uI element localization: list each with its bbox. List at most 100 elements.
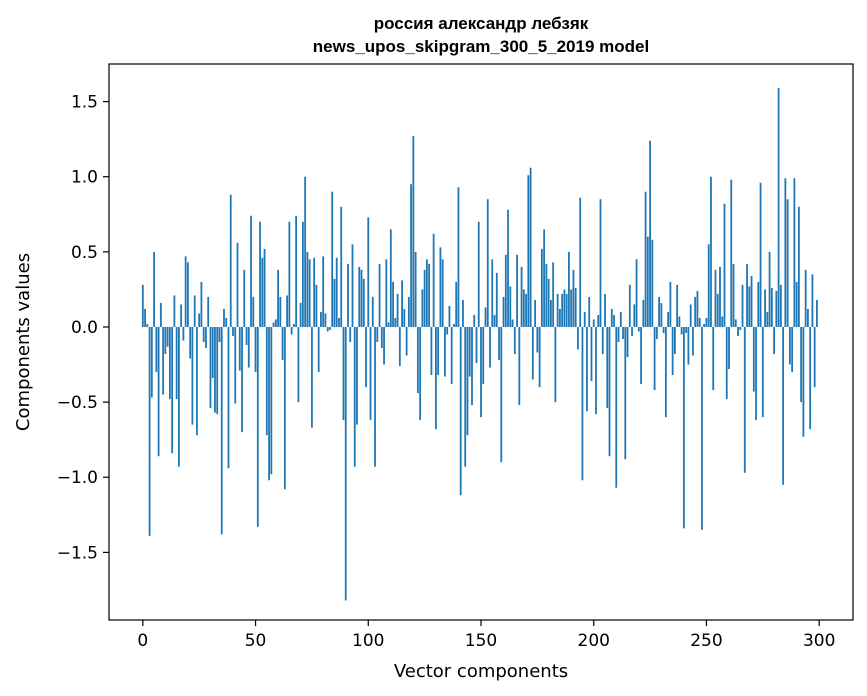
bar: [592, 319, 595, 327]
x-tick-label: 150: [465, 631, 497, 651]
bar: [500, 326, 503, 463]
bar: [775, 290, 778, 327]
bar: [773, 326, 775, 355]
bar: [730, 179, 733, 327]
bar: [572, 269, 575, 327]
bar: [811, 274, 814, 327]
bar: [155, 326, 158, 373]
bar: [423, 269, 426, 327]
bar: [412, 136, 415, 327]
bar: [416, 326, 419, 394]
bar: [369, 326, 372, 421]
bar: [703, 323, 706, 327]
bar: [331, 191, 334, 327]
bar: [525, 293, 527, 327]
bar: [414, 251, 417, 327]
bar: [344, 326, 347, 601]
bar: [234, 326, 237, 404]
bar: [667, 311, 670, 327]
bar: [252, 296, 255, 327]
bar: [653, 326, 656, 391]
bar: [531, 326, 534, 380]
bar: [374, 326, 376, 467]
bar: [288, 221, 291, 327]
bar: [263, 248, 266, 327]
bar: [358, 266, 361, 327]
bar: [511, 319, 514, 327]
bar: [493, 314, 496, 327]
bar: [333, 278, 336, 327]
bar: [782, 326, 785, 485]
bar: [561, 293, 564, 327]
bar: [637, 326, 640, 332]
bar: [608, 326, 611, 457]
bar: [795, 281, 798, 327]
bar: [277, 269, 279, 327]
bar: [432, 233, 435, 327]
bar: [642, 299, 645, 327]
bar: [256, 326, 259, 527]
bar: [245, 326, 248, 345]
bar: [741, 284, 744, 327]
bar: [459, 326, 462, 496]
bar: [586, 326, 588, 412]
bar: [802, 326, 805, 437]
bar: [349, 326, 352, 342]
bar: [534, 299, 537, 327]
bar: [473, 314, 476, 327]
bar: [261, 257, 264, 327]
bar: [236, 242, 239, 327]
bar: [554, 326, 557, 403]
bar: [622, 326, 624, 339]
bar: [295, 215, 298, 327]
bar: [721, 316, 724, 327]
bar: [624, 326, 627, 460]
bar: [457, 187, 460, 327]
bar: [619, 311, 622, 327]
x-tick-label: 200: [578, 631, 610, 651]
bar: [200, 281, 203, 327]
bar: [750, 275, 753, 327]
x-axis-label: Vector components: [394, 661, 568, 682]
bar: [809, 326, 812, 430]
bar: [380, 326, 383, 349]
bar: [631, 326, 633, 336]
bar: [362, 278, 365, 327]
bar: [471, 326, 473, 406]
bar: [392, 281, 394, 327]
bar: [579, 197, 582, 327]
bar: [182, 326, 185, 341]
bar: [516, 254, 518, 327]
bar: [671, 326, 674, 376]
bar: [495, 272, 498, 327]
bar: [486, 199, 489, 327]
bar: [689, 304, 692, 327]
bar: [768, 251, 771, 327]
bar: [527, 175, 530, 327]
bar: [626, 326, 629, 358]
plot-area-frame: [108, 63, 854, 621]
bar: [340, 206, 343, 327]
y-axis-ticks: −1.5 −1.0 −0.5 0.0 0.5 1.0 1.5: [57, 93, 109, 563]
bar: [335, 257, 338, 327]
bar: [644, 191, 647, 327]
bar: [617, 326, 620, 342]
bar: [797, 206, 800, 327]
bar: [559, 308, 561, 327]
bar: [394, 317, 397, 327]
bar: [164, 326, 167, 355]
bar: [813, 326, 816, 388]
y-tick-label: 1.0: [71, 168, 98, 188]
bar: [401, 280, 403, 327]
bar: [791, 326, 794, 373]
bar: [320, 311, 322, 327]
bar: [301, 221, 304, 327]
bar: [223, 308, 225, 327]
bar: [676, 284, 679, 327]
bar: [779, 284, 782, 327]
bar: [588, 296, 591, 327]
y-tick-label: −0.5: [57, 393, 98, 413]
bar: [752, 326, 755, 392]
bar: [428, 263, 431, 327]
bar: [581, 326, 584, 481]
